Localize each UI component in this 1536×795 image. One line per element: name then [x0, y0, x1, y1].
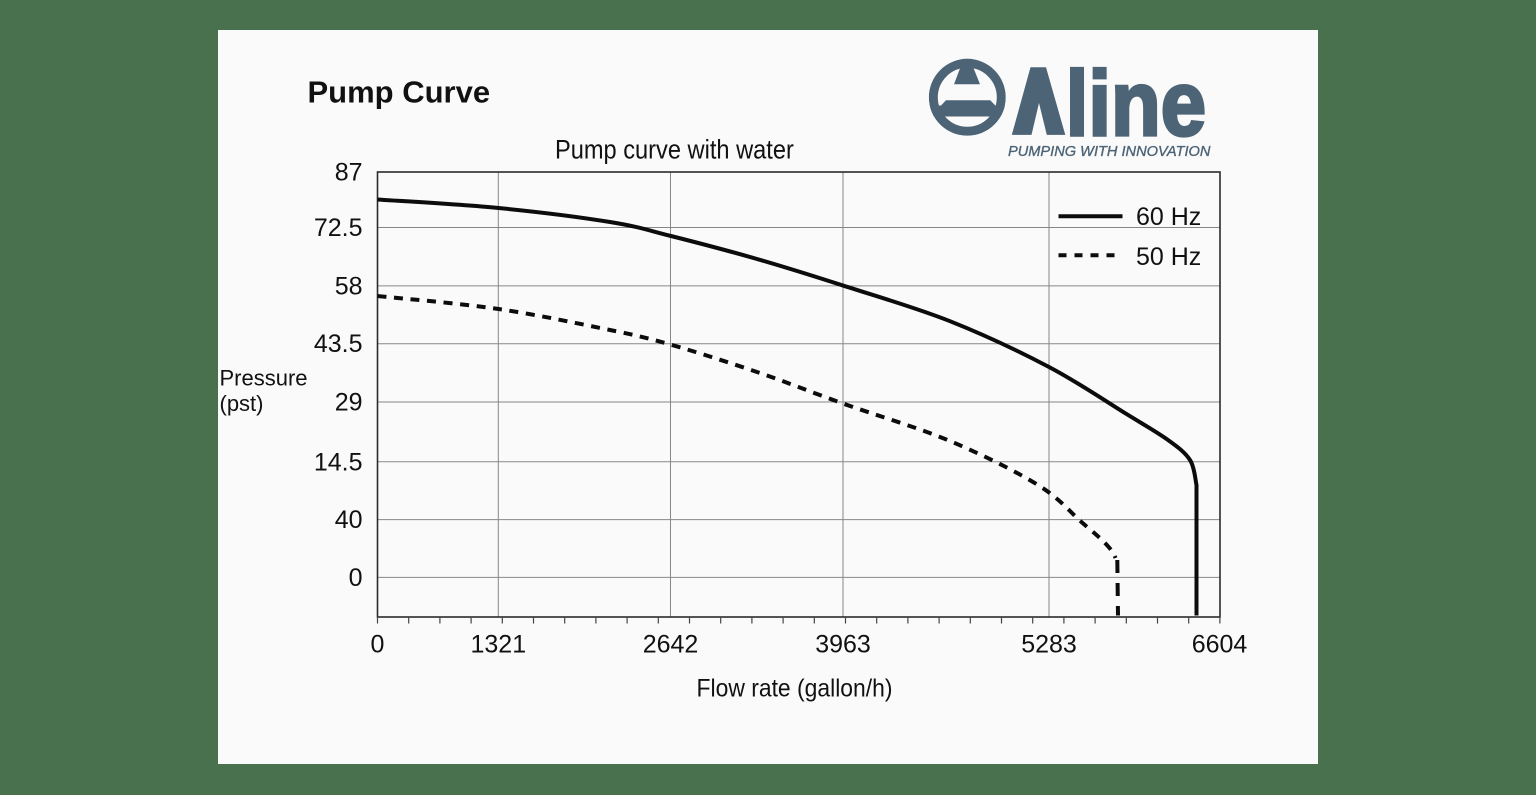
svg-text:50 Hz: 50 Hz: [1136, 243, 1201, 271]
svg-text:(pst): (pst): [220, 391, 264, 416]
svg-text:29: 29: [335, 389, 363, 417]
svg-text:14.5: 14.5: [314, 448, 363, 476]
svg-text:Pump Curve: Pump Curve: [308, 74, 491, 109]
svg-text:5283: 5283: [1021, 631, 1077, 659]
svg-text:3963: 3963: [815, 631, 871, 659]
svg-text:58: 58: [335, 272, 363, 300]
svg-text:87: 87: [335, 159, 363, 187]
svg-text:0: 0: [371, 631, 385, 659]
svg-text:60 Hz: 60 Hz: [1136, 203, 1201, 231]
svg-text:Pump curve with water: Pump curve with water: [555, 135, 794, 165]
svg-text:43.5: 43.5: [314, 330, 363, 358]
svg-text:Flow rate (gallon/h): Flow rate (gallon/h): [697, 674, 893, 702]
svg-text:40: 40: [335, 506, 363, 534]
svg-text:0: 0: [349, 564, 363, 592]
svg-text:1321: 1321: [470, 631, 526, 659]
svg-text:PUMPING WITH INNOVATION: PUMPING WITH INNOVATION: [1008, 144, 1211, 160]
svg-text:2642: 2642: [643, 631, 699, 659]
svg-text:line: line: [1066, 52, 1206, 155]
svg-text:72.5: 72.5: [314, 214, 363, 242]
svg-text:Pressure: Pressure: [220, 366, 308, 391]
svg-text:6604: 6604: [1192, 631, 1248, 659]
